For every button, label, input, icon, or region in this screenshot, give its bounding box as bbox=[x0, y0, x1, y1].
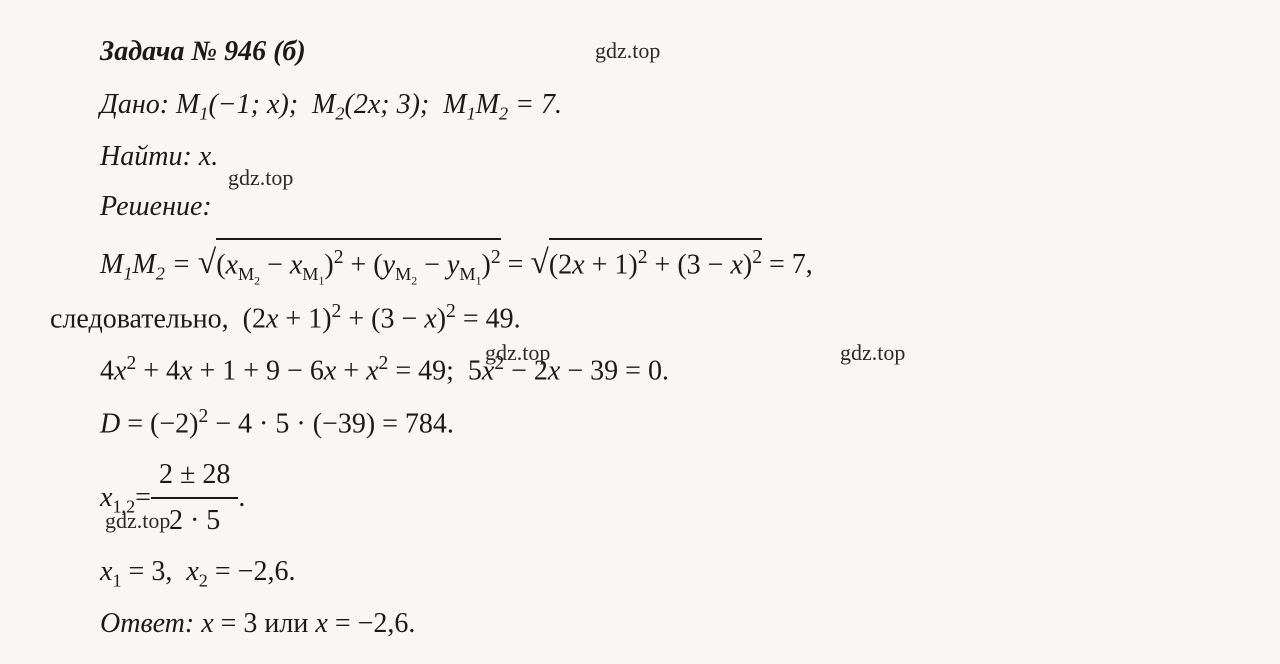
answer-line: Ответ: x = 3 или x = −2,6. bbox=[100, 602, 1230, 647]
formula-lhs: M1M2 = bbox=[100, 249, 198, 280]
consequence-line: следовательно, (2x + 1)2 + (3 − x)2 = 49… bbox=[50, 296, 1230, 342]
sqrt-sign-2: √ bbox=[530, 244, 548, 281]
eq-mid-1: = bbox=[508, 249, 531, 280]
formula-line: M1M2 = √(xM2 − xM1)2 + (yM2 − yM1)2 = √(… bbox=[100, 236, 1230, 290]
discriminant-line: D = (−2)2 − 4 · 5 · (−39) = 784. bbox=[100, 401, 1230, 447]
find-text: x. bbox=[199, 141, 218, 172]
sqrt-sign-1: √ bbox=[198, 244, 216, 281]
problem-title: Задача № 946 (б) bbox=[100, 30, 1230, 75]
frac-end: . bbox=[238, 476, 245, 521]
answer-text: x = 3 или x = −2,6. bbox=[201, 608, 415, 639]
watermark-icon: gdz.top bbox=[105, 508, 170, 534]
math-problem-content: Задача № 946 (б) Дано: M1(−1; x); M2(2x;… bbox=[50, 30, 1230, 647]
roots-formula-line: x1,2 = 2 ± 28 2 · 5 . bbox=[100, 453, 1230, 545]
watermark-icon: gdz.top bbox=[840, 340, 905, 366]
watermark-icon: gdz.top bbox=[228, 165, 293, 191]
eq-end: = 7, bbox=[769, 249, 813, 280]
roots-values-line: x1 = 3, x2 = −2,6. bbox=[100, 550, 1230, 596]
find-label: Найти: bbox=[100, 141, 199, 172]
given-label: Дано: bbox=[100, 89, 176, 120]
given-text: M1(−1; x); M2(2x; 3); M1M2 = 7. bbox=[176, 89, 562, 120]
sqrt-content-2: (2x + 1)2 + (3 − x)2 bbox=[549, 238, 762, 288]
solution-label: Решение: bbox=[100, 185, 1230, 230]
frac-numerator: 2 ± 28 bbox=[151, 453, 238, 500]
sqrt-content-1: (xM2 − xM1)2 + (yM2 − yM1)2 bbox=[216, 238, 500, 290]
expand-line: 4x2 + 4x + 1 + 9 − 6x + x2 = 49; 5x2 − 2… bbox=[100, 348, 1230, 394]
watermark-icon: gdz.top bbox=[485, 340, 550, 366]
watermark-icon: gdz.top bbox=[595, 38, 660, 64]
answer-label: Ответ: bbox=[100, 608, 201, 639]
given-line: Дано: M1(−1; x); M2(2x; 3); M1M2 = 7. bbox=[100, 83, 1230, 129]
